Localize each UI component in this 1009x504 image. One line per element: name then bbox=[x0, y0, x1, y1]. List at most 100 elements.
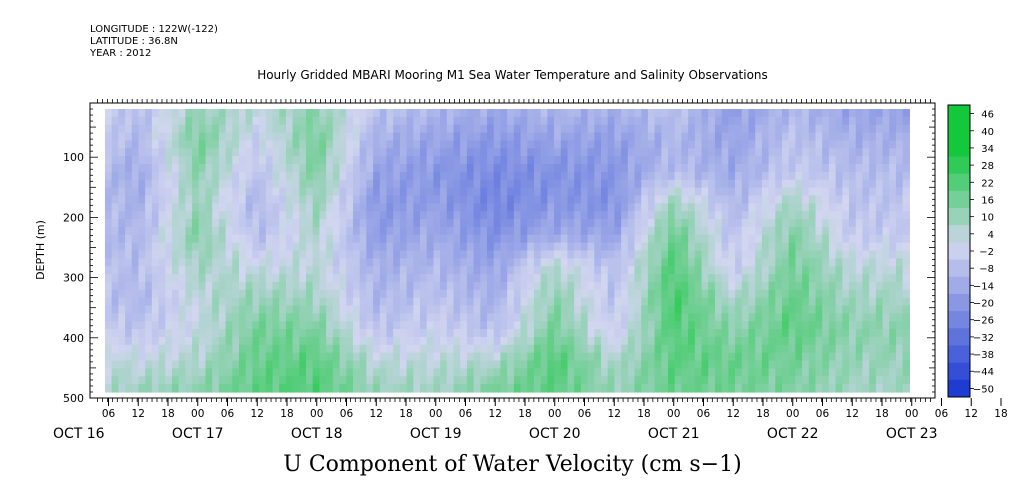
heatmap-cell bbox=[822, 211, 830, 220]
heatmap-cell bbox=[567, 250, 575, 259]
heatmap-cell bbox=[594, 171, 602, 181]
heatmap-cell bbox=[493, 329, 502, 338]
heatmap-cell bbox=[379, 187, 388, 197]
heatmap-cell bbox=[775, 281, 783, 291]
heatmap-cell bbox=[795, 336, 803, 346]
heatmap-cell bbox=[373, 289, 381, 299]
heatmap-cell bbox=[654, 156, 662, 165]
heatmap-cell bbox=[560, 132, 569, 142]
heatmap-cell bbox=[895, 321, 904, 330]
heatmap-cell bbox=[661, 313, 669, 322]
heatmap-cell bbox=[366, 211, 374, 220]
heatmap-cell bbox=[232, 258, 240, 267]
heatmap-cell bbox=[782, 281, 790, 291]
heatmap-cell bbox=[647, 195, 656, 204]
heatmap-cell bbox=[527, 384, 535, 393]
heatmap-cell bbox=[701, 132, 709, 142]
heatmap-cell bbox=[835, 203, 843, 212]
heatmap-cell bbox=[580, 164, 589, 173]
heatmap-cell bbox=[265, 344, 274, 354]
heatmap-cell bbox=[446, 344, 455, 354]
heatmap-cell bbox=[259, 219, 267, 228]
heatmap-cell bbox=[788, 274, 796, 283]
heatmap-cell bbox=[111, 164, 119, 173]
heatmap-cell bbox=[828, 242, 837, 252]
heatmap-cell bbox=[379, 234, 388, 244]
heatmap-cell bbox=[520, 297, 528, 307]
heatmap-cell bbox=[808, 124, 817, 134]
heatmap-cell bbox=[373, 250, 381, 259]
heatmap-cell bbox=[755, 274, 763, 283]
heatmap-cell bbox=[822, 226, 830, 236]
heatmap-cell bbox=[446, 384, 455, 393]
heatmap-cell bbox=[828, 140, 837, 149]
heatmap-cell bbox=[889, 384, 897, 393]
heatmap-cell bbox=[346, 368, 354, 377]
heatmap-cell bbox=[875, 124, 884, 134]
heatmap-cell bbox=[533, 211, 542, 220]
heatmap-cell bbox=[902, 140, 910, 149]
heatmap-cell bbox=[292, 234, 300, 244]
heatmap-cell bbox=[131, 109, 140, 118]
heatmap-cell bbox=[245, 258, 254, 267]
heatmap-cell bbox=[782, 156, 790, 165]
heatmap-cell bbox=[500, 329, 508, 338]
heatmap-cell bbox=[594, 384, 602, 393]
heatmap-cell bbox=[440, 266, 448, 275]
heatmap-cell bbox=[165, 124, 173, 134]
heatmap-cell bbox=[721, 344, 729, 354]
heatmap-cell bbox=[547, 171, 555, 181]
heatmap-cell bbox=[782, 258, 790, 267]
heatmap-cell bbox=[151, 336, 160, 346]
heatmap-cell bbox=[393, 234, 401, 244]
heatmap-cell bbox=[346, 360, 354, 369]
heatmap-cell bbox=[513, 219, 522, 228]
heatmap-cell bbox=[386, 195, 394, 204]
heatmap-cell bbox=[145, 336, 153, 346]
heatmap-cell bbox=[507, 156, 515, 165]
heatmap-cell bbox=[748, 171, 756, 181]
hour-tick-label: 18 bbox=[399, 408, 412, 420]
heatmap-cell bbox=[145, 258, 153, 267]
heatmap-cell bbox=[500, 384, 508, 393]
heatmap-cell bbox=[352, 109, 361, 118]
heatmap-cell bbox=[869, 203, 877, 212]
heatmap-cell bbox=[513, 336, 522, 346]
heatmap-cell bbox=[420, 242, 428, 252]
heatmap-cell bbox=[245, 250, 254, 259]
heatmap-cell bbox=[440, 195, 448, 204]
heatmap-cell bbox=[413, 297, 421, 307]
heatmap-cell bbox=[171, 266, 180, 275]
heatmap-cell bbox=[714, 234, 723, 244]
heatmap-cell bbox=[761, 234, 770, 244]
heatmap-cell bbox=[601, 187, 609, 197]
heatmap-cell bbox=[500, 226, 508, 236]
heatmap-cell bbox=[165, 226, 173, 236]
heatmap-cell bbox=[674, 226, 683, 236]
heatmap-cell bbox=[393, 156, 401, 165]
heatmap-cell bbox=[701, 219, 709, 228]
heatmap-cell bbox=[446, 195, 455, 204]
heatmap-cell bbox=[681, 313, 689, 322]
heatmap-cell bbox=[527, 109, 535, 118]
heatmap-cell bbox=[721, 179, 729, 189]
heatmap-cell bbox=[285, 305, 294, 314]
heatmap-cell bbox=[192, 250, 200, 259]
heatmap-cell bbox=[198, 329, 207, 338]
heatmap-cell bbox=[232, 297, 240, 307]
heatmap-cell bbox=[614, 250, 622, 259]
heatmap-cell bbox=[399, 313, 408, 322]
heatmap-cell bbox=[104, 281, 113, 291]
hour-tick-label: 06 bbox=[102, 408, 116, 420]
heatmap-cell bbox=[493, 250, 502, 259]
heatmap-cell bbox=[306, 203, 314, 212]
heatmap-cell bbox=[835, 195, 843, 204]
heatmap-cell bbox=[574, 336, 582, 346]
heatmap-cell bbox=[601, 148, 609, 157]
heatmap-cell bbox=[292, 289, 300, 299]
heatmap-cell bbox=[574, 164, 582, 173]
heatmap-cell bbox=[842, 313, 850, 322]
heatmap-cell bbox=[862, 203, 870, 212]
heatmap-cell bbox=[681, 140, 689, 149]
heatmap-cell bbox=[714, 336, 723, 346]
